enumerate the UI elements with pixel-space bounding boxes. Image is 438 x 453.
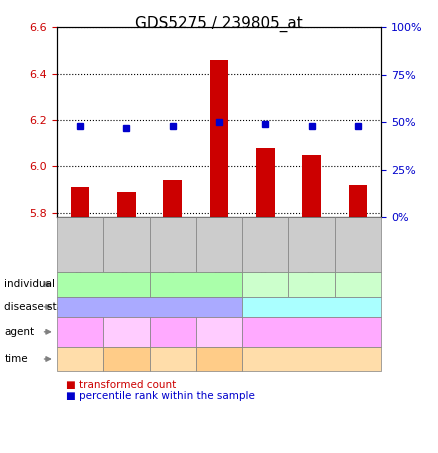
Bar bbox=[117, 192, 136, 217]
Text: disease state: disease state bbox=[4, 302, 74, 312]
Text: GSM1414312: GSM1414312 bbox=[76, 217, 85, 273]
Text: GSM1414316: GSM1414316 bbox=[261, 217, 270, 273]
Text: GDS5275 / 239805_at: GDS5275 / 239805_at bbox=[135, 16, 303, 32]
Text: patient 1: patient 1 bbox=[83, 280, 124, 289]
Text: week 0: week 0 bbox=[156, 355, 189, 363]
Text: week 0: week 0 bbox=[64, 355, 96, 363]
Text: untreat
ed: untreat ed bbox=[64, 322, 97, 342]
Text: GSM1414315: GSM1414315 bbox=[215, 217, 223, 273]
Text: GSM1414314: GSM1414314 bbox=[168, 217, 177, 273]
Bar bbox=[71, 187, 89, 217]
Bar bbox=[210, 60, 228, 217]
Text: control
subject 1: control subject 1 bbox=[244, 275, 286, 294]
Text: ■ percentile rank within the sample: ■ percentile rank within the sample bbox=[66, 391, 254, 401]
Text: untreat
ed: untreat ed bbox=[156, 322, 189, 342]
Bar bbox=[349, 185, 367, 217]
Text: normal: normal bbox=[293, 302, 330, 312]
Text: time: time bbox=[4, 354, 28, 364]
Bar bbox=[163, 180, 182, 217]
Text: ruxolini
tib: ruxolini tib bbox=[202, 322, 236, 342]
Text: agent: agent bbox=[4, 327, 35, 337]
Text: patient 2: patient 2 bbox=[175, 280, 216, 289]
Text: individual: individual bbox=[4, 279, 55, 289]
Text: week 0: week 0 bbox=[295, 355, 328, 363]
Text: ruxolini
tib: ruxolini tib bbox=[110, 322, 143, 342]
Text: untreated: untreated bbox=[289, 328, 334, 336]
Bar bbox=[302, 155, 321, 217]
Text: control
subject 3: control subject 3 bbox=[337, 275, 379, 294]
Text: GSM1414317: GSM1414317 bbox=[307, 217, 316, 273]
Text: GSM1414318: GSM1414318 bbox=[353, 217, 362, 273]
Text: control
subject 2: control subject 2 bbox=[291, 275, 332, 294]
Bar bbox=[256, 148, 275, 217]
Text: week 12: week 12 bbox=[107, 355, 145, 363]
Text: ■ transformed count: ■ transformed count bbox=[66, 380, 176, 390]
Text: GSM1414313: GSM1414313 bbox=[122, 217, 131, 273]
Text: week 12: week 12 bbox=[200, 355, 238, 363]
Text: alopecia areata: alopecia areata bbox=[109, 302, 190, 312]
